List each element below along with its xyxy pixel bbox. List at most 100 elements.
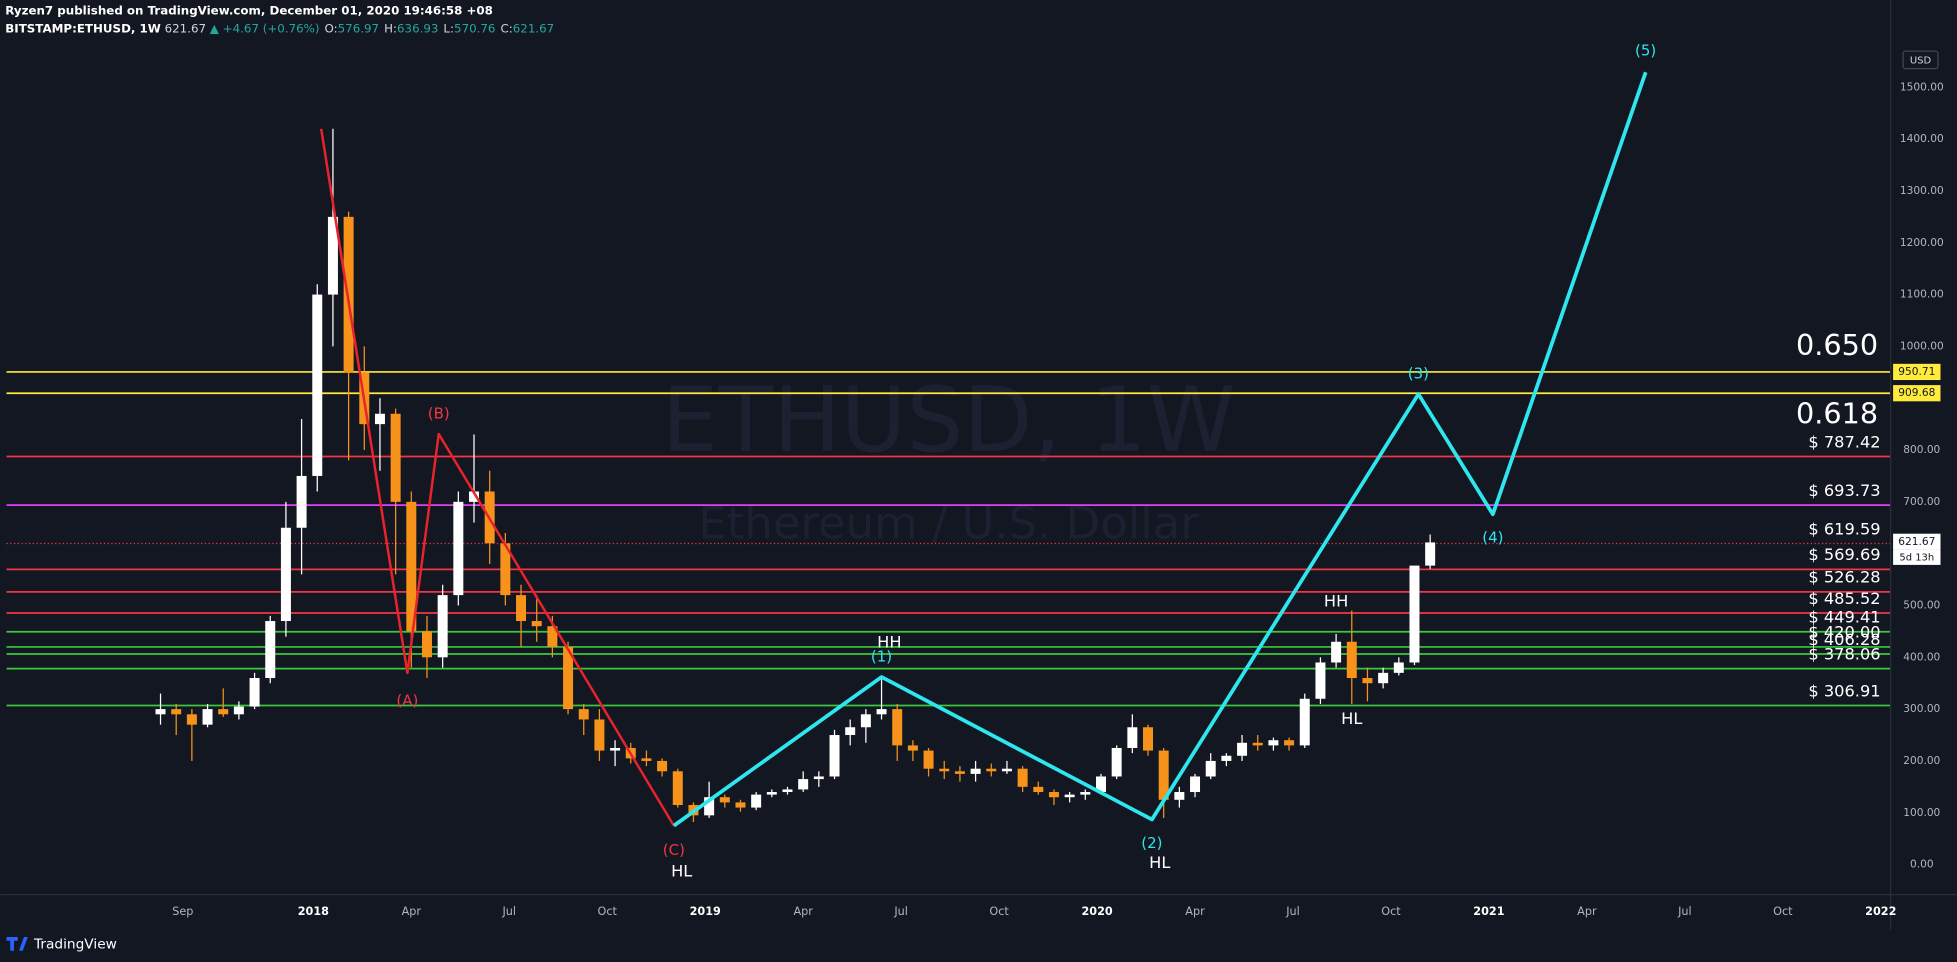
candle-body — [594, 719, 605, 751]
candle-body — [923, 750, 934, 769]
candle-body — [390, 413, 401, 502]
ohlc-value: 636.93 — [397, 21, 438, 35]
candle-body — [1143, 727, 1154, 751]
candle-body — [1362, 678, 1373, 684]
x-tick-label: 2020 — [1081, 905, 1112, 918]
brand[interactable]: TradingView — [33, 937, 117, 953]
candle-body — [892, 709, 903, 746]
candle-body — [1064, 794, 1075, 798]
candle-body — [719, 797, 730, 803]
candle-body — [1315, 662, 1326, 699]
candle-body — [939, 768, 950, 772]
candle-body — [876, 709, 887, 715]
y-tick-label: 1500.00 — [1900, 81, 1944, 93]
level-badge — [1893, 363, 1941, 381]
level-label: $ 619.59 — [1808, 519, 1880, 538]
ohlc-label: O: — [325, 21, 338, 35]
candle-body — [1409, 565, 1420, 663]
level-badge-label: 950.71 — [1898, 366, 1935, 378]
candle-body — [547, 626, 558, 647]
x-tick-label: 2022 — [1865, 905, 1896, 918]
watermark: ETHUSD, 1W — [661, 369, 1235, 473]
y-tick-label: 0.00 — [1910, 859, 1934, 871]
fib-label: 0.618 — [1796, 397, 1878, 431]
publisher: Ryzen7 published on TradingView.com, Dec… — [5, 4, 493, 18]
candle-body — [453, 501, 464, 596]
y-tick-label: 400.00 — [1903, 651, 1940, 663]
candle-body — [610, 747, 621, 751]
footer-logo[interactable]: TradingView — [6, 937, 117, 953]
ohlc-value: 570.76 — [454, 21, 495, 35]
candle-body — [1346, 641, 1357, 679]
candle-body — [860, 714, 871, 728]
candle-body — [641, 758, 652, 761]
x-tick-label: Jul — [893, 905, 908, 918]
x-tick-label: Apr — [1577, 905, 1597, 918]
annotation: HH — [877, 632, 901, 651]
candle-body — [249, 678, 260, 707]
wave-lines — [319, 71, 1648, 828]
candle-body — [186, 714, 197, 725]
candle-body — [578, 709, 589, 720]
candle-body — [218, 709, 229, 715]
symbol-line: BITSTAMP:ETHUSD, 1W 621.67 ▲ +4.67 (+0.7… — [5, 21, 554, 35]
y-tick-label: 1100.00 — [1900, 289, 1944, 301]
x-tick-label: Apr — [793, 905, 813, 918]
x-tick-label: Oct — [1773, 905, 1793, 918]
x-tick-label: Jul — [1677, 905, 1692, 918]
candles — [155, 128, 1436, 823]
level-badge-label: 909.68 — [1898, 387, 1935, 399]
annotation: HL — [1341, 709, 1362, 728]
annotation: HH — [1324, 591, 1348, 610]
candle-body — [563, 646, 574, 710]
candle-body — [1048, 792, 1059, 798]
y-tick-label: 700.00 — [1903, 496, 1940, 508]
candle-body — [672, 771, 683, 805]
y-tick-label: 500.00 — [1903, 599, 1940, 611]
candle-body — [1221, 755, 1232, 761]
currency-label[interactable]: USD — [1910, 56, 1932, 67]
x-tick-label: Sep — [172, 905, 193, 918]
countdown-badge — [1893, 549, 1941, 565]
level-label: $ 406.28 — [1808, 630, 1880, 649]
axes: 0.00100.00200.00300.00400.00500.00600.00… — [172, 81, 1944, 918]
candle-body — [1205, 760, 1216, 777]
y-tick-label: 1000.00 — [1900, 340, 1944, 352]
annotation: (5) — [1635, 42, 1656, 60]
candle-body — [280, 527, 291, 622]
candle-body — [1158, 750, 1169, 800]
logo-icon[interactable] — [6, 937, 28, 951]
currency-badge[interactable] — [1902, 50, 1939, 70]
candle-body — [1299, 698, 1310, 746]
x-tick-label: Apr — [402, 905, 422, 918]
candle-body — [516, 595, 527, 622]
x-tick-label: Jul — [502, 905, 517, 918]
candle-body — [829, 735, 840, 777]
candle-body — [469, 491, 480, 502]
candle-body — [1127, 727, 1138, 748]
candle-body — [171, 709, 182, 715]
candle-body — [1111, 747, 1122, 777]
candle-body — [1095, 776, 1106, 793]
level-label: $ 420.00 — [1808, 623, 1880, 642]
candle-body — [437, 595, 448, 658]
candle-body — [704, 797, 715, 816]
last-price: 621.67 — [1898, 536, 1935, 548]
level-label: $ 787.42 — [1808, 432, 1880, 451]
ohlc-label: L: — [443, 21, 454, 35]
annotation: (C) — [663, 841, 685, 859]
annotation: (3) — [1408, 364, 1429, 382]
annotation: (B) — [428, 404, 450, 422]
candle-body — [1378, 672, 1389, 684]
candle-body — [1393, 662, 1404, 673]
candle-body — [531, 621, 542, 627]
candle-body — [1331, 641, 1342, 663]
candle-body — [657, 760, 668, 772]
candle-body — [907, 745, 918, 751]
candle-body — [327, 216, 338, 295]
candle-body — [406, 501, 417, 632]
level-label: $ 526.28 — [1808, 568, 1880, 587]
level-label: $ 693.73 — [1808, 481, 1880, 500]
